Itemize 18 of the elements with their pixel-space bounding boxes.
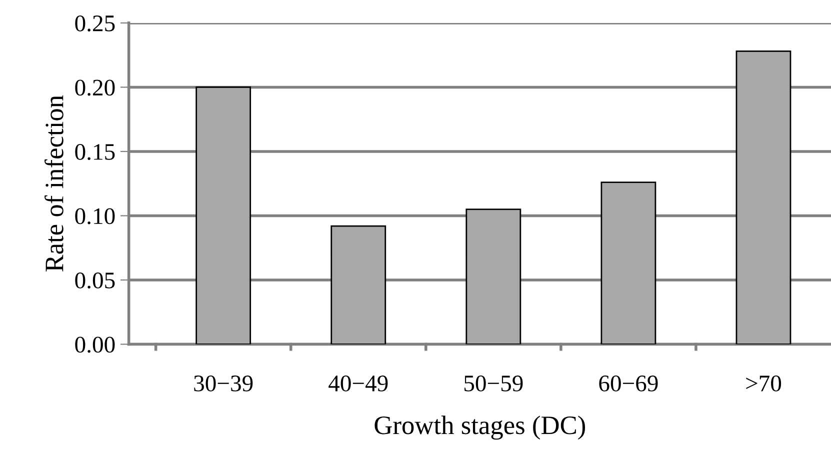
x-tick-label: 40−49 [328,375,388,392]
y-axis-title: Rate of infection [44,95,64,272]
bar [196,86,252,344]
x-tick-label: 50−59 [464,375,523,392]
x-tick-label: >70 [746,375,782,392]
bar [466,208,522,344]
x-axis-title: Growth stages (DC) [374,416,586,440]
y-tick-label: 0.15 [75,144,115,160]
y-tick-label: 0.20 [75,80,115,96]
y-tick-label: 0.25 [75,15,115,32]
bar [736,50,792,344]
x-tick-label: 30−39 [194,375,253,392]
y-tick-label: 0.00 [75,336,115,353]
y-tick-label: 0.10 [75,208,115,224]
y-tick-label: 0.05 [75,272,115,289]
x-tick-label: 60−69 [599,375,658,392]
bar [330,225,386,344]
bar [600,182,656,344]
